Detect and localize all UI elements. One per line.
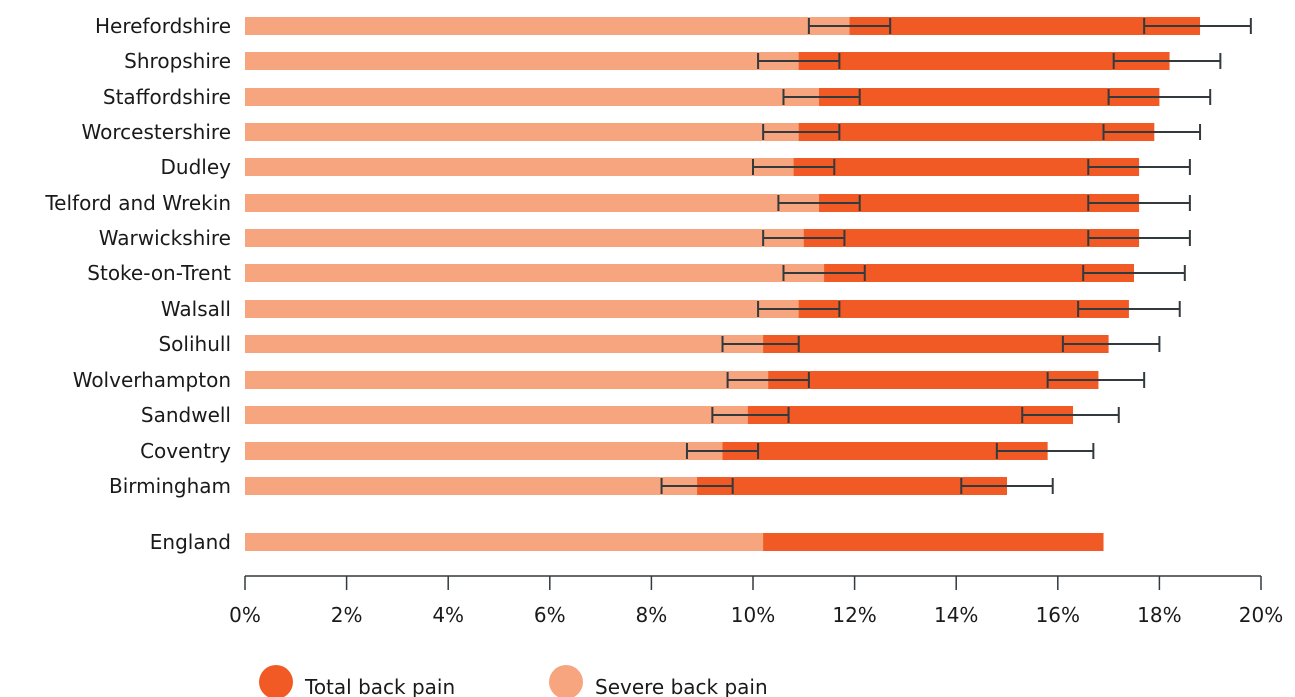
x-tick-label: 20% <box>1239 603 1283 627</box>
bar-severe-back-pain <box>245 158 794 176</box>
bar-severe-back-pain <box>245 229 804 247</box>
category-label: Birmingham <box>109 474 231 498</box>
error-bar-total <box>1143 18 1252 34</box>
category-labels: Herefordshire Shropshire Staffordshire Worc… <box>44 14 231 554</box>
error-bars <box>660 18 1252 494</box>
category-label: Stoke-on-Trent <box>87 261 231 285</box>
category-label: Dudley <box>161 155 232 179</box>
error-bar-severe <box>711 407 790 423</box>
x-tick-label: 16% <box>1036 603 1080 627</box>
bar-severe-back-pain <box>245 194 820 212</box>
error-bar-total <box>1077 301 1181 317</box>
category-label: Herefordshire <box>95 14 231 38</box>
bar-severe-back-pain <box>245 264 825 282</box>
error-bar-severe <box>752 159 836 175</box>
bar-severe-back-pain <box>245 52 799 70</box>
category-label: Staffordshire <box>103 85 231 109</box>
category-label: Sandwell <box>141 403 231 427</box>
error-bar-severe <box>762 230 846 246</box>
legend-label: Severe back pain <box>595 675 768 697</box>
error-bar-total <box>1046 372 1146 388</box>
bar-severe-back-pain <box>245 300 799 318</box>
error-bar-severe <box>777 195 861 211</box>
x-tick-label: 14% <box>934 603 978 627</box>
error-bar-severe <box>807 18 892 34</box>
legend-label: Total back pain <box>304 675 455 697</box>
error-bar-total <box>1061 336 1161 352</box>
category-label: Coventry <box>140 439 231 463</box>
x-tick-label: 12% <box>832 603 876 627</box>
error-bar-severe <box>757 53 841 69</box>
bars <box>245 17 1201 551</box>
error-bar-total <box>1087 230 1191 246</box>
error-bar-severe <box>782 89 861 105</box>
error-bar-severe <box>660 478 734 494</box>
x-tick-label: 6% <box>534 603 566 627</box>
bar-severe-back-pain <box>245 88 820 106</box>
error-bar-severe <box>782 265 866 281</box>
bar-severe-back-pain <box>245 442 723 460</box>
error-bar-total <box>995 443 1095 459</box>
x-tick-label: 18% <box>1137 603 1181 627</box>
x-tick-label: 2% <box>331 603 363 627</box>
error-bar-severe <box>757 301 841 317</box>
category-label: Warwickshire <box>99 226 231 250</box>
legend-item: Total back pain <box>259 665 455 697</box>
category-label: Worcestershire <box>82 120 231 144</box>
category-label: Wolverhampton <box>73 368 231 392</box>
x-tick-label: 8% <box>636 603 668 627</box>
bar-severe-back-pain <box>245 17 850 35</box>
x-tick-label: 0% <box>229 603 261 627</box>
error-bar-severe <box>685 443 760 459</box>
error-bar-total <box>1107 89 1212 105</box>
bar-severe-back-pain <box>245 533 764 551</box>
bar-severe-back-pain <box>245 477 698 495</box>
bar-severe-back-pain <box>245 371 769 389</box>
legend-swatch <box>259 665 293 697</box>
bar-severe-back-pain <box>245 406 748 424</box>
error-bar-severe <box>721 336 800 352</box>
error-bar-total <box>1082 265 1186 281</box>
error-bar-severe <box>762 124 841 140</box>
x-tick-label: 10% <box>731 603 775 627</box>
legend-item: Severe back pain <box>549 665 768 697</box>
category-label: Telford and Wrekin <box>44 191 231 215</box>
error-bar-total <box>1021 407 1120 423</box>
error-bar-total <box>1087 195 1191 211</box>
x-axis: 0% 2% 4% 6% 8% 10% 12% 14% 16% 18% 20% <box>229 575 1283 627</box>
bar-severe-back-pain <box>245 123 799 141</box>
legend-swatch <box>549 665 583 697</box>
error-bar-total <box>960 478 1054 494</box>
x-tick-label: 4% <box>432 603 464 627</box>
error-bar-total <box>1102 124 1202 140</box>
category-label: Shropshire <box>124 49 231 73</box>
category-label: England <box>150 530 231 554</box>
error-bar-severe <box>726 372 810 388</box>
category-label: Solihull <box>158 332 231 356</box>
category-label: Walsall <box>161 297 231 321</box>
bar-severe-back-pain <box>245 335 764 353</box>
error-bar-total <box>1112 53 1222 69</box>
error-bar-total <box>1087 159 1191 175</box>
legend: Total back pain Severe back pain <box>259 665 768 697</box>
